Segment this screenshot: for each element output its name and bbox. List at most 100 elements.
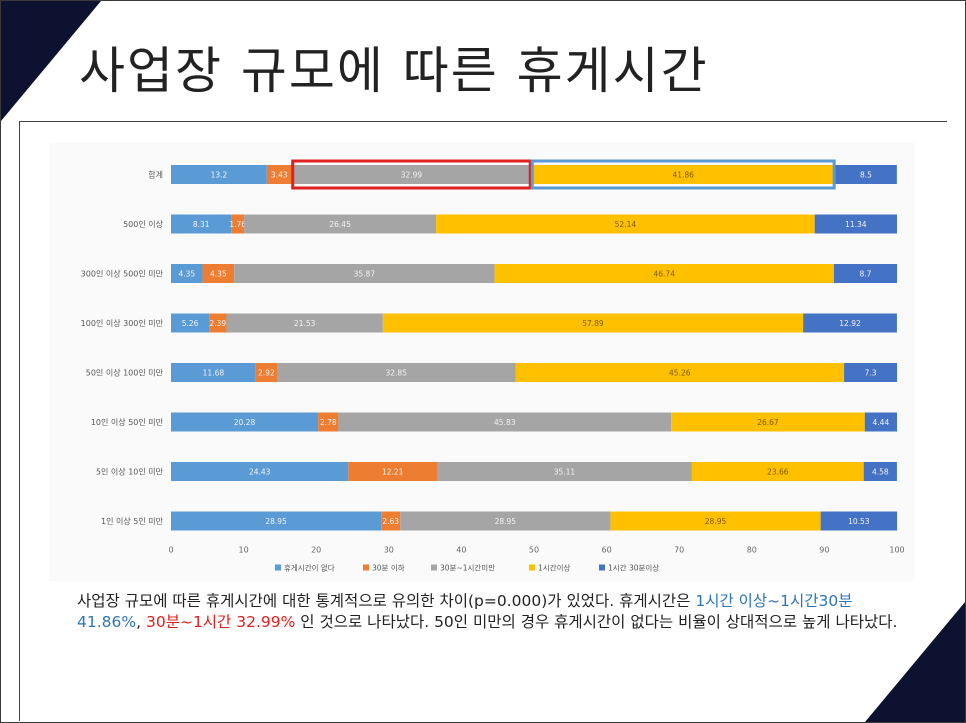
legend-swatch [275, 564, 281, 571]
data-label: 26.67 [757, 418, 779, 427]
x-tick-label: 100 [889, 546, 904, 555]
bar-segment [171, 165, 267, 184]
description-part2: 인 것으로 나타났다. 50인 미만의 경우 휴게시간이 없다는 비율이 상대적… [295, 613, 898, 631]
bar-segment [400, 511, 611, 531]
bar-segment [671, 412, 865, 432]
legend-swatch [599, 564, 605, 571]
legend-entry: 1시간이상 [538, 563, 570, 573]
bar-segment [531, 165, 836, 184]
bar-segment [234, 264, 495, 283]
data-label: 5.26 [182, 319, 199, 328]
bar-segment [814, 214, 897, 234]
bar-segment [338, 412, 672, 432]
data-label: 57.89 [582, 319, 604, 328]
bar-segment [833, 264, 898, 283]
data-label: 20.28 [234, 418, 256, 427]
data-label: 2.39 [210, 319, 227, 328]
data-label: 4.35 [178, 270, 195, 279]
chart-area: 합계 13.2 3.43 32.99 41.86 8.5 500인 이상 8.31 1.76 26… [49, 143, 915, 581]
data-label: 8.7 [860, 270, 872, 279]
x-tick-label: 60 [602, 546, 612, 555]
x-tick-label: 10 [239, 546, 249, 555]
corner-decoration-top-left [1, 1, 101, 121]
data-label: 8.31 [193, 220, 210, 229]
x-tick-label: 70 [674, 546, 684, 555]
data-label: 3.43 [271, 171, 288, 180]
bar-segment [494, 264, 834, 283]
x-tick-label: 0 [168, 546, 173, 555]
category-label: 100인 이상 300인 미만 [81, 318, 164, 328]
data-label: 13.2 [211, 171, 228, 180]
x-tick-label: 50 [529, 546, 539, 555]
bar-segment [318, 412, 339, 432]
bar-segment [844, 363, 898, 382]
bar-segment [255, 363, 277, 382]
data-label: 21.53 [294, 319, 316, 328]
category-label: 500인 이상 [123, 219, 164, 229]
stacked-bar-chart: 합계 13.2 3.43 32.99 41.86 8.5 500인 이상 8.31 1.76 26… [81, 159, 905, 573]
x-tick-label: 80 [747, 546, 757, 555]
data-label: 2.78 [320, 418, 337, 427]
bar-segment [515, 363, 845, 382]
data-label: 4.35 [210, 270, 227, 279]
data-label: 2.63 [382, 517, 399, 526]
slide-title: 사업장 규모에 따른 휴게시간 [79, 42, 709, 100]
data-label: 46.74 [654, 270, 676, 279]
bar-segment [381, 511, 401, 531]
bar-segment [437, 462, 692, 481]
data-label: 12.21 [382, 468, 404, 477]
left-divider [19, 121, 20, 721]
data-label: 1.76 [229, 220, 246, 229]
corner-decoration-bottom-right [865, 602, 965, 722]
data-label: 10.53 [848, 517, 870, 526]
bar-segment [348, 462, 438, 481]
bar-segment [209, 313, 227, 333]
data-label: 28.95 [265, 517, 287, 526]
category-label: 50인 이상 100인 미만 [86, 368, 164, 378]
x-tick-label: 90 [819, 546, 829, 555]
bar-segment [436, 214, 815, 234]
description-part1: 사업장 규모에 따른 휴게시간에 대한 통계적으로 유의한 차이(p=0.000… [77, 592, 696, 610]
data-label: 4.58 [872, 468, 889, 477]
data-label: 52.14 [615, 220, 637, 229]
legend-entry: 30분~1시간미만 [440, 563, 495, 573]
legend-entry: 1시간 30분이상 [608, 563, 659, 573]
bar-segment [244, 214, 437, 234]
description-text: 사업장 규모에 따른 휴게시간에 대한 통계적으로 유의한 차이(p=0.000… [77, 591, 907, 633]
data-label: 23.66 [767, 468, 789, 477]
bar-segment [171, 363, 256, 382]
legend-swatch [529, 564, 535, 571]
x-tick-label: 40 [456, 546, 466, 555]
highlight-box [291, 159, 532, 190]
highlight-box [530, 159, 836, 190]
data-label: 7.3 [865, 369, 877, 378]
data-label: 11.34 [845, 220, 867, 229]
data-label: 24.43 [249, 468, 271, 477]
legend-swatch [363, 564, 369, 571]
bar-segment [171, 264, 203, 283]
data-label: 2.92 [258, 369, 275, 378]
data-label: 41.86 [672, 171, 694, 180]
bar-segment [202, 264, 235, 283]
bar-segment [820, 511, 898, 531]
bar-segment [226, 313, 383, 333]
bar-segment [171, 412, 319, 432]
bar-segment [231, 214, 245, 234]
bar-segment [171, 313, 210, 333]
data-label: 4.44 [873, 418, 890, 427]
data-label: 32.99 [401, 171, 423, 180]
bar-segment [864, 412, 897, 432]
data-label: 28.95 [495, 517, 517, 526]
x-tick-label: 20 [311, 546, 321, 555]
data-label: 35.11 [554, 468, 576, 477]
legend-entry: 휴게시간이 없다 [284, 563, 335, 573]
category-label: 300인 이상 500인 미만 [81, 269, 164, 279]
data-label: 11.68 [203, 369, 225, 378]
category-label: 1인 이상 5인 미만 [101, 516, 164, 526]
bar-segment [691, 462, 864, 481]
category-label: 10인 이상 50인 미만 [91, 417, 164, 427]
bar-segment [171, 511, 382, 531]
data-label: 45.83 [494, 418, 516, 427]
bar-segment [835, 165, 897, 184]
